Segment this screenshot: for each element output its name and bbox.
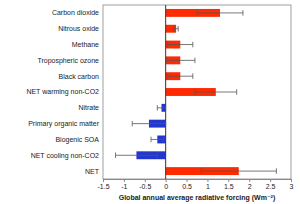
category-label: Nitrous oxide xyxy=(58,25,99,32)
error-bar xyxy=(174,26,178,32)
category-label: Methane xyxy=(72,41,99,48)
bars xyxy=(116,5,277,179)
error-cap xyxy=(197,10,198,16)
category-label: Tropospheric ozone xyxy=(37,57,99,65)
error-bar xyxy=(132,121,165,127)
x-axis-line xyxy=(104,180,292,183)
error-bar xyxy=(157,105,165,111)
category-label: Carbon dioxide xyxy=(52,9,99,16)
error-line xyxy=(132,123,165,124)
chart: -1.5 -1 -0.5 0 0.5 1 1.5 2 2.5 3 Carbon dioxide Nit… xyxy=(0,0,300,204)
error-cap xyxy=(201,168,202,174)
category-label: Biogenic SOA xyxy=(55,136,99,144)
plot-frame xyxy=(103,5,291,179)
error-cap xyxy=(178,26,179,32)
error-line xyxy=(197,12,243,13)
x-tick-mark xyxy=(103,179,104,182)
x-tick: 2 xyxy=(248,179,252,190)
category-label: Primary organic matter xyxy=(28,120,99,128)
x-tick: 1 xyxy=(206,179,210,190)
error-cap xyxy=(115,153,116,159)
x-tick-mark xyxy=(270,179,271,182)
x-tick-label: 1 xyxy=(206,183,210,190)
error-line xyxy=(151,139,164,140)
zero-line xyxy=(165,5,166,179)
x-tick-label: -1 xyxy=(121,183,127,190)
error-bar xyxy=(195,89,237,95)
error-line xyxy=(166,60,195,61)
x-tick-mark xyxy=(207,179,208,182)
error-cap xyxy=(151,137,152,143)
x-tick: 3 xyxy=(290,179,294,190)
error-cap xyxy=(167,73,168,79)
error-cap xyxy=(157,105,158,111)
error-cap xyxy=(192,73,193,79)
y-axis: Carbon dioxide Nitrous oxide Methane Tropos… xyxy=(26,9,99,174)
error-bar xyxy=(116,153,158,159)
x-tick-label: 2.5 xyxy=(266,183,276,190)
x-axis-title: Global annual average radiative forcing … xyxy=(119,194,276,202)
x-tick-label: 0.5 xyxy=(182,183,192,190)
error-cap xyxy=(242,10,243,16)
x-tick: -0.5 xyxy=(139,179,151,190)
error-cap xyxy=(167,42,168,48)
x-tick: 0 xyxy=(164,179,168,190)
x-tick-label: 0 xyxy=(164,183,168,190)
error-line xyxy=(168,76,193,77)
error-cap xyxy=(174,26,175,32)
x-tick: 1.5 xyxy=(224,179,234,190)
error-line xyxy=(201,171,276,172)
error-cap xyxy=(194,58,195,64)
x-tick: 0.5 xyxy=(182,179,192,190)
error-cap xyxy=(157,153,158,159)
x-tick: -1 xyxy=(121,179,127,190)
x-tick-label: -0.5 xyxy=(139,183,151,190)
x-tick-mark xyxy=(228,179,229,182)
x-tick-mark xyxy=(249,179,250,182)
x-tick-label: -1.5 xyxy=(97,183,109,190)
error-cap xyxy=(132,121,133,127)
x-tick-mark xyxy=(124,179,125,182)
error-cap xyxy=(236,89,237,95)
error-cap xyxy=(192,42,193,48)
error-cap xyxy=(194,89,195,95)
x-tick: -1.5 xyxy=(97,179,109,190)
x-tick-label: 2 xyxy=(248,183,252,190)
x-tick-label: 1.5 xyxy=(224,183,234,190)
error-bar xyxy=(197,10,243,16)
x-tick-mark xyxy=(187,179,188,182)
error-bar xyxy=(166,58,195,64)
plot: -1.5 -1 -0.5 0 0.5 1 1.5 2 2.5 3 Carbon dioxide Nit… xyxy=(26,5,293,190)
category-label: NET warming non-CO2 xyxy=(26,88,99,96)
x-tick-mark xyxy=(145,179,146,182)
error-bar xyxy=(168,73,193,79)
x-tick-mark xyxy=(291,179,292,182)
error-line xyxy=(116,155,158,156)
error-bar xyxy=(151,137,164,143)
error-cap xyxy=(165,105,166,111)
x-tick-mark xyxy=(166,179,167,182)
error-bar xyxy=(201,168,276,174)
error-line xyxy=(168,44,193,45)
error-line xyxy=(195,92,237,93)
error-bar xyxy=(168,42,193,48)
error-line xyxy=(157,107,165,108)
category-label: Black carbon xyxy=(59,73,100,80)
x-tick: 2.5 xyxy=(266,179,276,190)
error-line xyxy=(174,28,178,29)
x-tick-label: 3 xyxy=(290,183,294,190)
error-cap xyxy=(165,121,166,127)
x-axis: -1.5 -1 -0.5 0 0.5 1 1.5 2 2.5 3 xyxy=(97,179,293,190)
category-label: NET cooling non-CO2 xyxy=(31,152,99,160)
error-cap xyxy=(165,58,166,64)
category-label: Nitrate xyxy=(78,104,99,111)
category-label: NET xyxy=(85,168,100,175)
error-cap xyxy=(163,137,164,143)
error-cap xyxy=(276,168,277,174)
